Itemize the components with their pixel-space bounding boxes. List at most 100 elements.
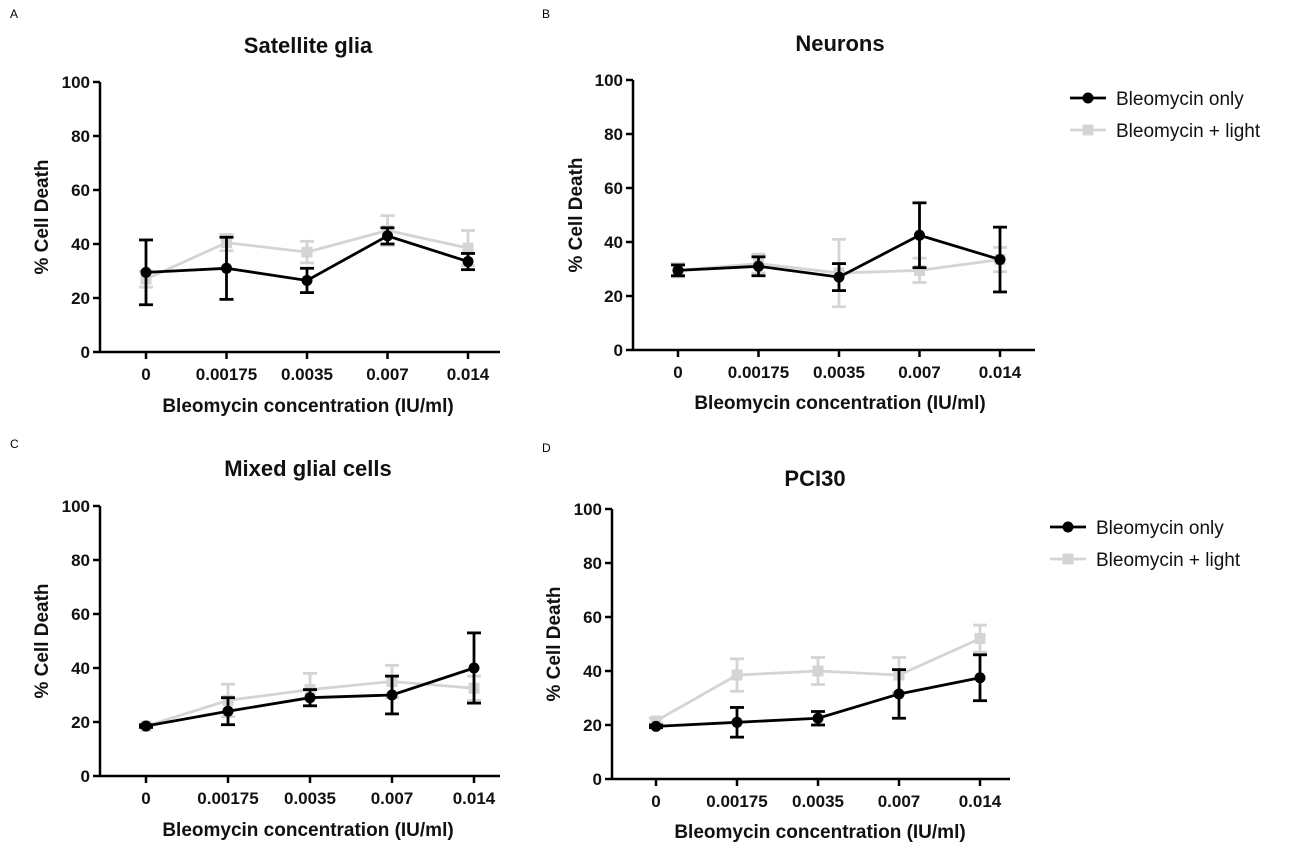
y-axis-label: % Cell Death: [544, 586, 565, 701]
y-tick-label: 100: [62, 73, 90, 92]
chart-panel-a: A Satellite glia Bleomycin concentration (…: [10, 7, 500, 417]
x-axis-label: Bleomycin concentration (IU/ml): [674, 822, 965, 842]
legend-marker: [1062, 553, 1074, 565]
panel-letter: D: [542, 441, 551, 455]
legend: Bleomycin only Bleomycin + light: [1070, 89, 1261, 142]
chart-title: Mixed glial cells: [224, 456, 392, 481]
y-tick-label: 80: [604, 125, 623, 144]
panel-letter: C: [10, 437, 19, 451]
x-tick-label: 0.0035: [792, 792, 844, 811]
legend-label: Bleomycin + light: [1096, 550, 1241, 571]
x-tick-label: 0: [651, 792, 660, 811]
data-point: [812, 712, 824, 724]
legend-marker: [1062, 521, 1074, 533]
x-tick-label: 0.007: [898, 363, 941, 382]
data-point: [893, 688, 905, 700]
x-tick-label: 0.014: [959, 792, 1002, 811]
x-tick-label: 0: [673, 363, 682, 382]
x-axis-label: Bleomycin concentration (IU/ml): [694, 393, 985, 414]
y-tick-label: 20: [604, 287, 623, 306]
legend-item: Bleomycin only: [1070, 89, 1244, 110]
data-point: [386, 689, 398, 701]
chart-panel-b: B Neurons Bleomycin concentration (IU/ml)%…: [542, 7, 1261, 414]
x-axis-label: Bleomycin concentration (IU/ml): [162, 820, 453, 841]
x-tick-label: 0.014: [447, 365, 490, 384]
y-tick-label: 60: [71, 181, 90, 200]
chart-panel-d: D PCI30 Bleomycin concentration (IU/ml) % C…: [542, 441, 1241, 842]
series-bleomycin-only: [671, 201, 1007, 294]
panel-letter: A: [10, 7, 18, 21]
data-point: [974, 672, 986, 684]
x-tick-label: 0.0035: [281, 365, 333, 384]
data-point: [140, 266, 152, 278]
y-tick-label: 0: [81, 343, 90, 362]
y-tick-label: 80: [71, 551, 90, 570]
series-bleomycin-only: [649, 653, 987, 739]
y-axis-label: % Cell Death: [32, 159, 53, 274]
data-point: [221, 262, 232, 274]
y-tick-label: 80: [71, 127, 90, 146]
chart-title: Satellite glia: [244, 33, 373, 58]
x-tick-label: 0.00175: [196, 365, 257, 384]
chart-title: Neurons: [795, 31, 884, 56]
y-tick-label: 0: [614, 341, 623, 360]
x-tick-label: 0.007: [878, 792, 921, 811]
legend-item: Bleomycin + light: [1050, 550, 1241, 571]
data-point: [650, 720, 662, 732]
x-axis-label: Bleomycin concentration (IU/ml): [162, 396, 453, 417]
y-tick-label: 0: [593, 770, 602, 789]
data-point: [731, 716, 743, 728]
data-point: [382, 230, 393, 242]
data-point: [914, 264, 925, 276]
legend-label: Bleomycin + light: [1116, 121, 1261, 142]
data-point: [994, 254, 1006, 266]
y-tick-label: 20: [71, 289, 90, 308]
y-axis-label: % Cell Death: [566, 157, 587, 272]
y-tick-label: 40: [71, 659, 90, 678]
series-bleomycin-only: [139, 631, 481, 732]
chart-title: PCI30: [784, 466, 845, 491]
data-point: [974, 633, 986, 645]
x-tick-label: 0.00175: [706, 792, 767, 811]
y-tick-label: 40: [71, 235, 90, 254]
x-tick-label: 0.0035: [284, 789, 336, 808]
data-point: [833, 271, 845, 283]
data-point: [301, 274, 313, 286]
y-tick-label: 100: [595, 71, 623, 90]
chart-panel-c: C Mixed glial cells Bleomycin concentratio…: [10, 437, 500, 841]
y-axis-label: % Cell Death: [32, 583, 53, 698]
x-tick-label: 0.014: [979, 363, 1022, 382]
data-point: [672, 264, 684, 276]
x-tick-label: 0.00175: [197, 789, 258, 808]
legend-marker: [1082, 124, 1094, 136]
data-point: [304, 692, 316, 704]
y-tick-label: 80: [583, 554, 602, 573]
legend-item: Bleomycin + light: [1070, 121, 1261, 142]
data-point: [301, 246, 313, 258]
y-tick-label: 60: [71, 605, 90, 624]
y-tick-label: 40: [604, 233, 623, 252]
x-tick-label: 0.007: [371, 789, 414, 808]
data-point: [812, 665, 824, 677]
data-point: [468, 662, 480, 674]
y-tick-label: 60: [583, 608, 602, 627]
data-point: [753, 260, 764, 272]
y-tick-label: 0: [81, 767, 90, 786]
data-point: [462, 242, 474, 254]
data-point: [731, 669, 743, 681]
y-tick-label: 40: [583, 662, 602, 681]
legend-item: Bleomycin only: [1050, 518, 1224, 539]
x-tick-label: 0.014: [453, 789, 496, 808]
x-tick-label: 0.0035: [813, 363, 865, 382]
y-tick-label: 20: [583, 716, 602, 735]
series-bleomycin-only: [139, 226, 475, 307]
data-point: [140, 720, 152, 732]
y-tick-label: 60: [604, 179, 623, 198]
x-tick-label: 0: [141, 789, 150, 808]
x-tick-label: 0.007: [366, 365, 409, 384]
x-tick-label: 0: [141, 365, 150, 384]
y-tick-label: 100: [574, 500, 602, 519]
y-tick-label: 100: [62, 497, 90, 516]
legend-label: Bleomycin only: [1116, 89, 1244, 110]
